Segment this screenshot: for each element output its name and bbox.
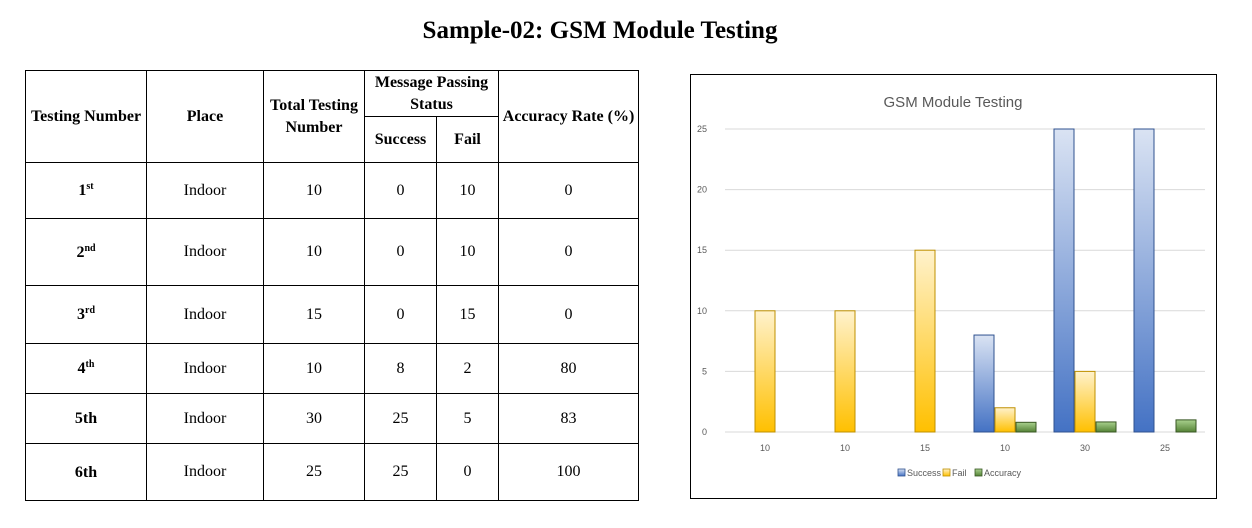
total-cell: 25 [263, 443, 365, 501]
accuracy-cell: 0 [498, 162, 640, 219]
chart-frame: GSM Module Testing 0 5 10 15 20 25 10 10 15 10 30 2… [690, 74, 1217, 499]
success-cell: 25 [364, 393, 437, 444]
total-cell: 10 [263, 162, 365, 219]
testing-number: 2 [76, 243, 85, 261]
place-cell: Indoor [146, 393, 264, 444]
header-place: Place [146, 70, 264, 163]
table-row: 4th Indoor 10 8 2 80 [25, 343, 640, 394]
table-row: 2nd Indoor 10 0 10 0 [25, 218, 640, 286]
x-tick-label: 30 [1080, 443, 1090, 453]
x-tick-label: 10 [1000, 443, 1010, 453]
ordinal-suffix: th [85, 359, 95, 370]
table-row: 1st Indoor 10 0 10 0 [25, 162, 640, 219]
y-tick-label: 0 [702, 427, 707, 437]
testing-number-cell: 2nd [25, 218, 147, 286]
fail-cell: 0 [435, 443, 500, 501]
testing-number-cell: 1st [25, 162, 147, 219]
legend-label-success: Success [907, 468, 942, 478]
y-tick-label: 25 [697, 124, 707, 134]
bar-fail [1074, 370, 1096, 433]
y-tick-label: 20 [697, 185, 707, 195]
table-row: 6th Indoor 25 25 0 100 [25, 443, 640, 501]
header-fail: Fail [435, 116, 500, 163]
bar-accuracy [1015, 421, 1037, 433]
place-cell: Indoor [146, 443, 264, 501]
table-row: 5th Indoor 30 25 5 83 [25, 393, 640, 444]
y-tick-label: 10 [697, 306, 707, 316]
total-cell: 10 [263, 218, 365, 286]
ordinal-suffix: rd [85, 305, 95, 316]
success-cell: 0 [364, 218, 437, 286]
fail-cell: 10 [435, 162, 500, 219]
y-tick-label: 5 [702, 366, 707, 376]
x-tick-label: 25 [1160, 443, 1170, 453]
total-cell: 15 [263, 285, 365, 344]
testing-number-cell: 3rd [25, 285, 147, 344]
ordinal-suffix: st [86, 181, 94, 192]
accuracy-cell: 83 [498, 393, 640, 444]
header-testing-number: Testing Number [25, 70, 147, 163]
header-total-testing-number: Total Testing Number [263, 70, 365, 163]
success-cell: 25 [364, 443, 437, 501]
testing-number: 6th [74, 463, 98, 481]
bar-chart: GSM Module Testing 0 5 10 15 20 25 10 10 15 10 30 2… [697, 94, 1205, 478]
legend-swatch-fail [942, 468, 951, 477]
bar-success [1133, 128, 1155, 433]
place-cell: Indoor [146, 162, 264, 219]
accuracy-cell: 0 [498, 285, 640, 344]
success-cell: 0 [364, 285, 437, 344]
bar-success [1053, 128, 1075, 433]
header-message-passing-status: Message Passing Status [363, 70, 500, 117]
accuracy-cell: 0 [498, 218, 640, 286]
bar-success [973, 334, 995, 433]
x-tick-label: 10 [760, 443, 770, 453]
table-row: 3rd Indoor 15 0 15 0 [25, 285, 640, 344]
testing-number-cell: 4th [25, 343, 147, 394]
bar-accuracy [1095, 421, 1117, 433]
fail-cell: 15 [435, 285, 500, 344]
legend-label-fail: Fail [952, 468, 967, 478]
testing-number: 5th [74, 410, 98, 427]
fail-cell: 5 [435, 393, 500, 444]
place-cell: Indoor [146, 218, 264, 286]
y-tick-label: 15 [697, 245, 707, 255]
testing-number: 4 [77, 360, 86, 377]
testing-number: 1 [78, 182, 87, 199]
bar-fail [834, 310, 856, 433]
legend-swatch-accuracy [974, 468, 983, 477]
header-accuracy-rate: Accuracy Rate (%) [498, 70, 640, 163]
testing-number-cell: 5th [25, 393, 147, 444]
bar-fail [754, 310, 776, 433]
success-cell: 0 [364, 162, 437, 219]
place-cell: Indoor [146, 343, 264, 394]
success-cell: 8 [364, 343, 437, 394]
bar-fail [914, 249, 936, 433]
legend-swatch-success [897, 468, 906, 477]
results-table: Testing Number Place Total Testing Numbe… [25, 70, 640, 501]
header-success: Success [364, 116, 437, 163]
accuracy-cell: 100 [498, 443, 640, 501]
total-cell: 10 [263, 343, 365, 394]
accuracy-cell: 80 [498, 343, 640, 394]
testing-number-cell: 6th [25, 443, 147, 501]
x-tick-label: 15 [920, 443, 930, 453]
legend-label-accuracy: Accuracy [984, 468, 1022, 478]
fail-cell: 2 [435, 343, 500, 394]
place-cell: Indoor [146, 285, 264, 344]
total-cell: 30 [263, 393, 365, 444]
ordinal-suffix: nd [84, 242, 96, 254]
bar-accuracy [1175, 419, 1197, 433]
bar-fail [994, 407, 1016, 433]
testing-number: 3 [77, 306, 85, 323]
x-tick-label: 10 [840, 443, 850, 453]
chart-title: GSM Module Testing [884, 94, 1023, 111]
fail-cell: 10 [435, 218, 500, 286]
page-title: Sample-02: GSM Module Testing [422, 17, 778, 44]
